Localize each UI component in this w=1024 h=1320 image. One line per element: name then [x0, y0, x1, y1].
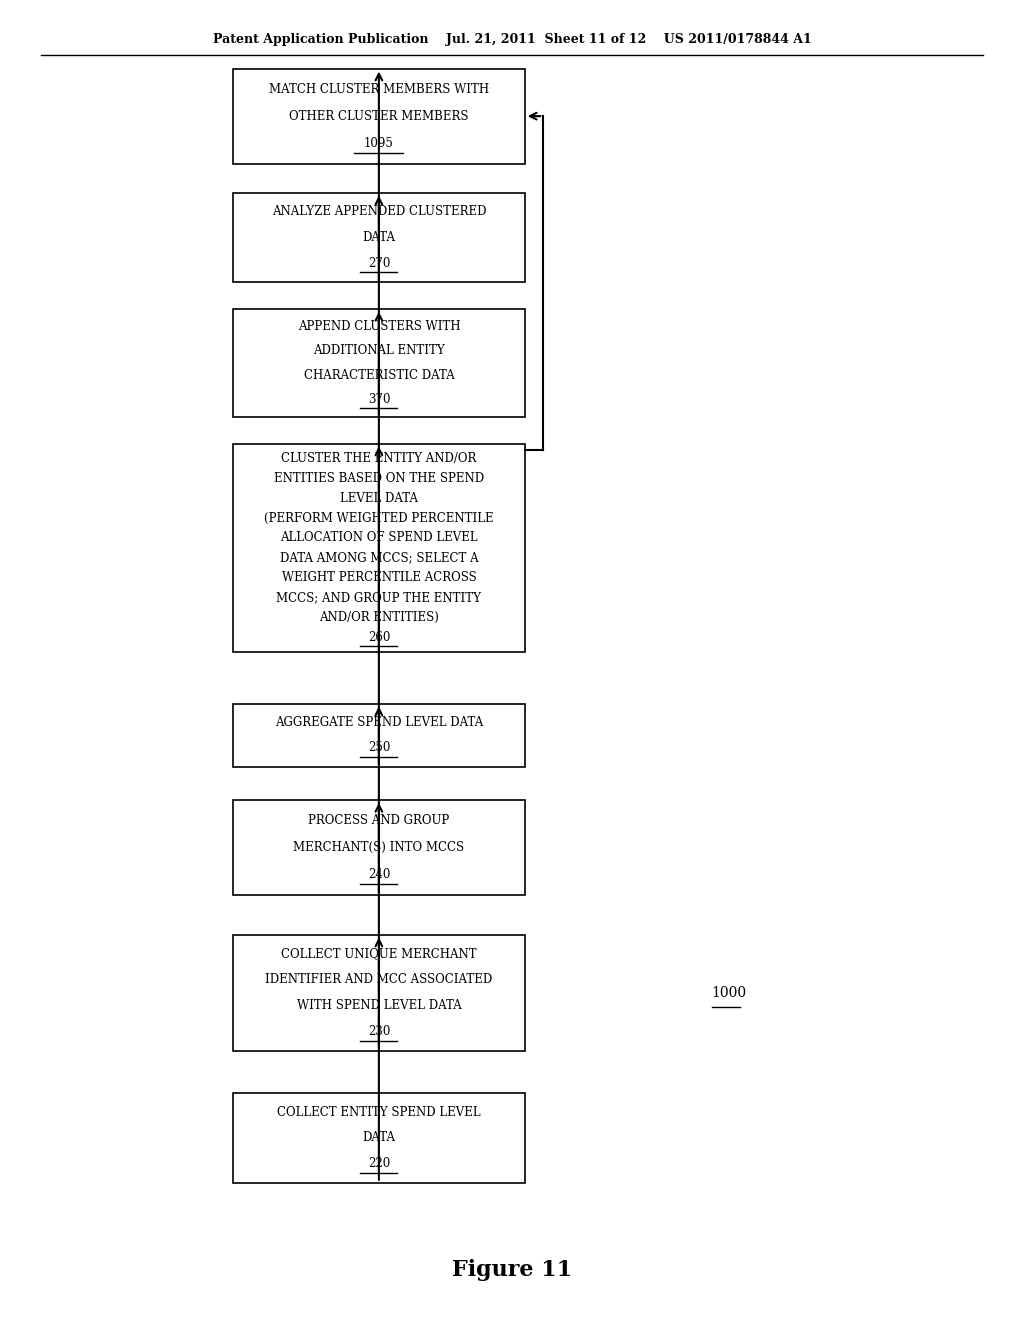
- Text: OTHER CLUSTER MEMBERS: OTHER CLUSTER MEMBERS: [289, 110, 469, 123]
- FancyBboxPatch shape: [233, 1093, 524, 1183]
- Text: 250: 250: [368, 742, 390, 755]
- Text: WITH SPEND LEVEL DATA: WITH SPEND LEVEL DATA: [297, 999, 461, 1012]
- FancyBboxPatch shape: [233, 935, 524, 1051]
- Text: DATA AMONG MCCS; SELECT A: DATA AMONG MCCS; SELECT A: [280, 552, 478, 564]
- Text: WEIGHT PERCENTILE ACROSS: WEIGHT PERCENTILE ACROSS: [282, 572, 476, 583]
- Text: MATCH CLUSTER MEMBERS WITH: MATCH CLUSTER MEMBERS WITH: [269, 83, 488, 95]
- Text: COLLECT ENTITY SPEND LEVEL: COLLECT ENTITY SPEND LEVEL: [278, 1106, 480, 1118]
- Text: AGGREGATE SPEND LEVEL DATA: AGGREGATE SPEND LEVEL DATA: [274, 715, 483, 729]
- Text: Figure 11: Figure 11: [452, 1259, 572, 1280]
- Text: LEVEL DATA: LEVEL DATA: [340, 491, 418, 504]
- FancyBboxPatch shape: [233, 704, 524, 767]
- Text: DATA: DATA: [362, 1131, 395, 1144]
- Text: 1095: 1095: [364, 137, 394, 149]
- Text: DATA: DATA: [362, 231, 395, 244]
- Text: 270: 270: [368, 257, 390, 269]
- Text: 370: 370: [368, 392, 390, 405]
- Text: MCCS; AND GROUP THE ENTITY: MCCS; AND GROUP THE ENTITY: [276, 591, 481, 605]
- Text: 1000: 1000: [712, 986, 746, 999]
- Text: CHARACTERISTIC DATA: CHARACTERISTIC DATA: [303, 368, 455, 381]
- Text: ENTITIES BASED ON THE SPEND: ENTITIES BASED ON THE SPEND: [273, 471, 484, 484]
- Text: APPEND CLUSTERS WITH: APPEND CLUSTERS WITH: [298, 321, 460, 334]
- Text: IDENTIFIER AND MCC ASSOCIATED: IDENTIFIER AND MCC ASSOCIATED: [265, 973, 493, 986]
- Text: CLUSTER THE ENTITY AND/OR: CLUSTER THE ENTITY AND/OR: [282, 451, 476, 465]
- Text: ADDITIONAL ENTITY: ADDITIONAL ENTITY: [313, 345, 444, 358]
- FancyBboxPatch shape: [233, 193, 524, 282]
- Text: 260: 260: [368, 631, 390, 644]
- FancyBboxPatch shape: [233, 800, 524, 895]
- FancyBboxPatch shape: [233, 69, 524, 164]
- Text: ALLOCATION OF SPEND LEVEL: ALLOCATION OF SPEND LEVEL: [281, 532, 477, 544]
- Text: 240: 240: [368, 869, 390, 880]
- Text: 220: 220: [368, 1158, 390, 1170]
- Text: (PERFORM WEIGHTED PERCENTILE: (PERFORM WEIGHTED PERCENTILE: [264, 512, 494, 524]
- FancyBboxPatch shape: [233, 444, 524, 652]
- Text: 230: 230: [368, 1024, 390, 1038]
- Text: Patent Application Publication    Jul. 21, 2011  Sheet 11 of 12    US 2011/01788: Patent Application Publication Jul. 21, …: [213, 33, 811, 46]
- Text: ANALYZE APPENDED CLUSTERED: ANALYZE APPENDED CLUSTERED: [271, 206, 486, 218]
- Text: AND/OR ENTITIES): AND/OR ENTITIES): [318, 611, 439, 624]
- Text: COLLECT UNIQUE MERCHANT: COLLECT UNIQUE MERCHANT: [281, 948, 477, 961]
- FancyBboxPatch shape: [233, 309, 524, 417]
- Text: PROCESS AND GROUP: PROCESS AND GROUP: [308, 814, 450, 826]
- Text: MERCHANT(S) INTO MCCS: MERCHANT(S) INTO MCCS: [293, 841, 465, 854]
